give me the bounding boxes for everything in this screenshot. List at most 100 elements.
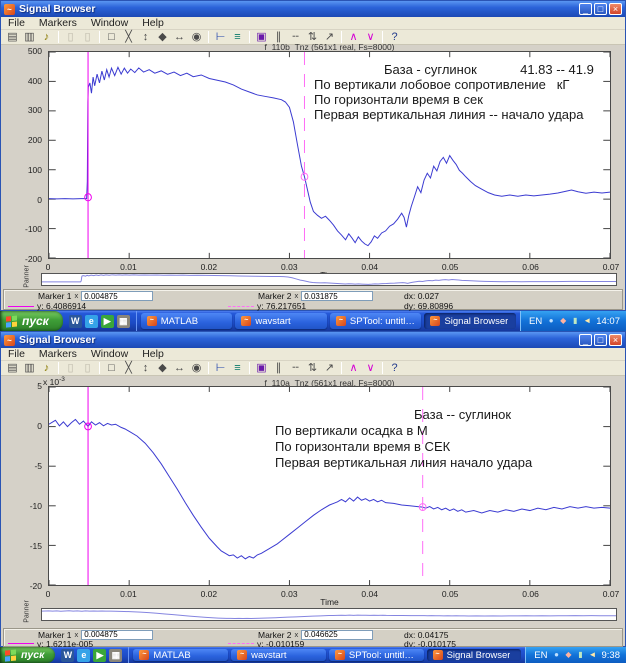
vertical-marker-icon[interactable]: ⊢ xyxy=(215,362,226,374)
valley-marker-icon[interactable]: ∨ xyxy=(366,362,375,374)
horizontal-marker-icon[interactable]: ≡ xyxy=(234,362,241,374)
title-bar[interactable]: ~ Signal Browser _ □ × xyxy=(1,332,625,348)
menu-file[interactable]: File xyxy=(8,16,25,29)
marker1-label: Marker 1 xyxy=(38,291,72,301)
taskbar-task-signal-browser[interactable]: ~ Signal Browser xyxy=(424,313,517,329)
slope-marker-icon[interactable]: ↗ xyxy=(324,31,335,43)
panner-strip[interactable] xyxy=(41,273,617,286)
dx-value: dx: 0.04175 xyxy=(404,629,449,640)
play-sound-icon[interactable]: ♪ xyxy=(43,31,50,43)
start-button[interactable]: пуск xyxy=(0,647,56,663)
taskbar-task-signal-browser[interactable]: ~ Signal Browser xyxy=(426,649,522,661)
language-indicator[interactable]: EN xyxy=(534,649,548,661)
title-bar[interactable]: ~ Signal Browser _ □ × xyxy=(1,1,625,17)
track-signal-icon[interactable]: ▣ xyxy=(256,31,267,43)
print-icon[interactable]: ▤ xyxy=(7,362,18,374)
help-icon[interactable]: ? xyxy=(391,31,398,43)
tray-network-icon[interactable]: ▮ xyxy=(573,316,578,325)
horizontal-marker-icon[interactable]: ≡ xyxy=(234,31,241,43)
help-icon[interactable]: ? xyxy=(391,362,398,374)
tray-alert-icon[interactable]: ◆ xyxy=(560,316,567,325)
maximize-button[interactable]: □ xyxy=(594,334,607,346)
track-signal-icon[interactable]: ▣ xyxy=(256,362,267,374)
marker1-x-field[interactable] xyxy=(81,629,154,640)
taskbar-task-sptool-untitled-spt[interactable]: ~SPTool: untitled.spt xyxy=(329,313,422,329)
marker-pair-icon[interactable]: ∥ xyxy=(275,362,282,374)
taskbar-task-wavstart[interactable]: ~ wavstart xyxy=(231,649,326,661)
select-region-icon[interactable]: □ xyxy=(108,362,115,374)
select-region-icon[interactable]: □ xyxy=(108,31,115,43)
center-view-icon[interactable]: ◆ xyxy=(158,31,167,43)
plot-axes[interactable]: База - суглинок 41.83 -- 41.9 По вертикал… xyxy=(48,51,611,259)
menu-file[interactable]: File xyxy=(8,347,25,360)
minimize-button[interactable]: _ xyxy=(579,3,592,15)
menu-help[interactable]: Help xyxy=(142,16,164,29)
swap-markers-icon[interactable]: ⇅ xyxy=(307,31,318,43)
print-preview-icon[interactable]: ▥ xyxy=(24,362,35,374)
zoom-y-icon[interactable]: ↕ xyxy=(142,362,149,374)
marker1-group: Marker 1 x y: 6.4086914 xyxy=(8,291,154,311)
tray-network-icon[interactable]: ▮ xyxy=(578,650,583,659)
panner-strip[interactable] xyxy=(41,608,617,621)
close-button[interactable]: × xyxy=(609,3,622,15)
zoom-xy-icon[interactable]: ╳ xyxy=(125,31,132,43)
maximize-button[interactable]: □ xyxy=(594,3,607,15)
center-view-icon[interactable]: ◆ xyxy=(158,362,167,374)
start-button[interactable]: пуск xyxy=(0,311,63,331)
zoom-x-icon[interactable]: ↔ xyxy=(174,362,185,374)
marker1-x-field[interactable] xyxy=(81,291,154,301)
valley-marker-icon[interactable]: ∨ xyxy=(366,31,375,43)
close-button[interactable]: × xyxy=(609,334,622,346)
tray-alert-icon[interactable]: ◆ xyxy=(565,650,572,659)
tick-label: 0.05 xyxy=(441,589,459,599)
dashed-marker-icon[interactable]: ╌ xyxy=(292,362,299,374)
quicklaunch-word-icon[interactable]: W xyxy=(68,314,82,328)
full-view-icon[interactable]: ◉ xyxy=(191,31,202,43)
tray-volume-icon[interactable]: ◄ xyxy=(588,650,597,659)
zoom-xy-icon[interactable]: ╳ xyxy=(125,362,132,374)
marker2-x-field[interactable] xyxy=(301,629,374,640)
task-label: wavstart xyxy=(251,649,287,661)
menu-window[interactable]: Window xyxy=(90,347,129,360)
tray-volume-icon[interactable]: ◄ xyxy=(583,316,592,325)
language-indicator[interactable]: EN xyxy=(529,315,543,327)
zoom-y-icon[interactable]: ↕ xyxy=(142,31,149,43)
quicklaunch-ie-icon[interactable]: e xyxy=(77,648,91,662)
quicklaunch-show-desktop-icon[interactable]: ▦ xyxy=(116,314,130,328)
menu-window[interactable]: Window xyxy=(90,16,129,29)
print-icon[interactable]: ▤ xyxy=(7,31,18,43)
slope-marker-icon[interactable]: ↗ xyxy=(324,362,335,374)
marker2-x-field[interactable] xyxy=(301,291,374,301)
taskbar-task-matlab[interactable]: ~ MATLAB xyxy=(140,313,233,329)
taskbar-clock[interactable]: 9:38 xyxy=(601,649,621,661)
taskbar-clock[interactable]: 14:07 xyxy=(596,315,620,327)
quicklaunch-player-icon[interactable]: ▶ xyxy=(93,648,107,662)
tray-messenger-icon[interactable]: ● xyxy=(548,316,554,325)
marker-pair-icon[interactable]: ∥ xyxy=(275,31,282,43)
peak-marker-icon[interactable]: ∧ xyxy=(349,31,358,43)
play-sound-icon[interactable]: ♪ xyxy=(43,362,50,374)
menu-help[interactable]: Help xyxy=(142,347,164,360)
taskbar-task-matlab[interactable]: ~ MATLAB xyxy=(133,649,229,661)
menu-markers[interactable]: Markers xyxy=(38,347,77,360)
zoom-x-icon[interactable]: ↔ xyxy=(174,31,185,43)
tick-label: 500 xyxy=(27,46,42,56)
vertical-marker-icon[interactable]: ⊢ xyxy=(215,31,226,43)
full-view-icon[interactable]: ◉ xyxy=(191,362,202,374)
menu-markers[interactable]: Markers xyxy=(38,16,77,29)
swap-markers-icon[interactable]: ⇅ xyxy=(307,362,318,374)
marker2-y-value: y: 76.217651 xyxy=(257,301,307,311)
quicklaunch-show-desktop-icon[interactable]: ▦ xyxy=(109,648,123,662)
print-preview-icon[interactable]: ▥ xyxy=(24,31,35,43)
tray-messenger-icon[interactable]: ● xyxy=(554,650,559,659)
peak-marker-icon[interactable]: ∧ xyxy=(349,362,358,374)
taskbar-task-wavstart[interactable]: ~ wavstart xyxy=(235,313,327,329)
minimize-button[interactable]: _ xyxy=(579,334,592,346)
quicklaunch-ie-icon[interactable]: e xyxy=(84,314,98,328)
dashed-marker-icon[interactable]: ╌ xyxy=(292,31,299,43)
taskbar-task-sptool-untitled-spt[interactable]: ~SPTool: untitled.spt xyxy=(328,649,424,661)
quicklaunch-player-icon[interactable]: ▶ xyxy=(100,314,114,328)
quicklaunch-word-icon[interactable]: W xyxy=(61,648,75,662)
toolbar-separator xyxy=(99,362,100,374)
